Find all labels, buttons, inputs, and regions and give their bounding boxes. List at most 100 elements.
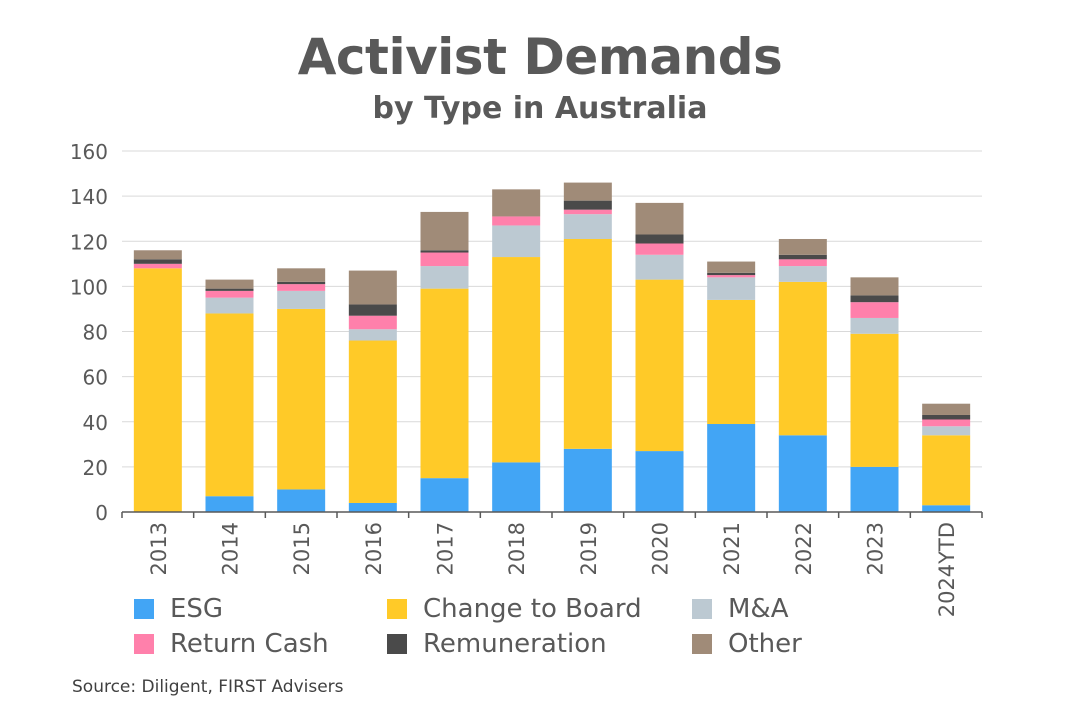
bar-segment-other <box>420 211 469 251</box>
bar-segment-return-cash <box>850 302 899 318</box>
x-tick-label: 2016 <box>362 522 386 575</box>
bar-segment-other <box>922 403 971 415</box>
x-tick-label: 2023 <box>864 522 888 575</box>
bar-segment-esg <box>778 435 827 512</box>
legend-label: Remuneration <box>423 629 607 659</box>
x-tick-label: 2021 <box>720 522 744 575</box>
bar-segment-return-cash <box>635 243 684 255</box>
legend-swatch <box>692 634 712 654</box>
legend-label: Change to Board <box>423 594 642 624</box>
bar-segment-remuneration <box>850 295 899 303</box>
y-tick-label: 40 <box>83 411 108 435</box>
y-tick-label: 100 <box>70 275 108 299</box>
bar-segment-return-cash <box>420 252 469 267</box>
bar-segment-other <box>563 182 612 201</box>
legend-label: ESG <box>170 594 224 624</box>
legend-item: ESG <box>134 594 223 624</box>
bar-segment-esg <box>348 502 397 512</box>
bar-segment-other <box>492 189 541 217</box>
bar-segment-remuneration <box>707 272 756 276</box>
bar-segment-esg <box>707 424 756 512</box>
bar-segment-change-to-board <box>778 281 827 436</box>
bar-segment-esg <box>492 462 541 512</box>
bar-segment-esg <box>563 448 612 512</box>
x-tick-label: 2018 <box>505 522 529 575</box>
bar-segment-remuneration <box>635 234 684 244</box>
legend-swatch <box>134 599 154 619</box>
bar-segment-m-a <box>563 214 612 239</box>
y-tick-label: 80 <box>83 321 108 345</box>
bar-segment-esg <box>205 496 254 512</box>
legend-label: M&A <box>728 594 789 624</box>
bar-segment-return-cash <box>563 209 612 215</box>
bar-segment-esg <box>922 505 971 512</box>
bar-segment-m-a <box>707 277 756 300</box>
bar-segment-esg <box>850 466 899 512</box>
bar-segment-change-to-board <box>635 279 684 452</box>
legend-swatch <box>387 634 407 654</box>
bar-segment-return-cash <box>922 419 971 427</box>
y-tick-label: 60 <box>83 366 108 390</box>
bar-segment-m-a <box>492 225 541 258</box>
legend-item: Remuneration <box>387 629 607 659</box>
y-tick-label: 120 <box>70 230 108 254</box>
bar-segment-return-cash <box>133 263 182 269</box>
bar-segment-remuneration <box>778 254 827 260</box>
legend-swatch <box>692 599 712 619</box>
bar-segment-return-cash <box>205 290 254 298</box>
legend-item: M&A <box>692 594 789 624</box>
chart-subtitle: by Type in Australia <box>372 91 708 126</box>
bar-segment-esg <box>635 451 684 512</box>
y-tick-label: 20 <box>83 456 108 480</box>
x-tick-label: 2015 <box>290 522 314 575</box>
bar-segment-remuneration <box>420 250 469 253</box>
y-tick-label: 140 <box>70 185 108 209</box>
legend-label: Other <box>728 629 802 659</box>
bar-segment-m-a <box>778 266 827 282</box>
bar-segment-change-to-board <box>850 333 899 467</box>
x-tick-label: 2022 <box>792 522 816 575</box>
bar-segment-other <box>635 202 684 235</box>
y-tick-label: 160 <box>70 140 108 164</box>
bar-segment-other <box>133 250 182 260</box>
bar-segment-m-a <box>635 254 684 280</box>
bar-segment-remuneration <box>922 414 971 420</box>
chart-legend: ESG Change to Board M&A Return Cash Remunera… <box>134 594 854 666</box>
bar-segment-other <box>277 268 326 282</box>
bar-segment-m-a <box>420 266 469 289</box>
bar-segment-m-a <box>205 297 254 314</box>
bar-segment-m-a <box>277 290 326 309</box>
bar-segment-return-cash <box>707 275 756 278</box>
source-note: Source: Diligent, FIRST Advisers <box>72 677 344 697</box>
bar-segment-return-cash <box>778 259 827 267</box>
bar-segment-change-to-board <box>277 308 326 490</box>
x-tick-label: 2024YTD <box>935 522 959 617</box>
x-tick-label: 2019 <box>577 522 601 575</box>
bar-segment-return-cash <box>492 216 541 226</box>
y-tick-label: 0 <box>95 501 108 525</box>
bar-segment-m-a <box>850 317 899 334</box>
bar-segment-m-a <box>922 426 971 436</box>
bar-segment-change-to-board <box>922 435 971 506</box>
bar-segment-change-to-board <box>492 257 541 463</box>
legend-swatch <box>134 634 154 654</box>
bar-segment-remuneration <box>133 259 182 264</box>
chart-title: Activist Demands <box>297 28 783 86</box>
bar-segment-change-to-board <box>563 238 612 449</box>
legend-item: Other <box>692 629 802 659</box>
bar-segment-esg <box>277 489 326 512</box>
bar-segment-remuneration <box>348 304 397 316</box>
legend-item: Return Cash <box>134 629 329 659</box>
bar-segment-other <box>778 238 827 255</box>
bar-segment-change-to-board <box>205 313 254 497</box>
bar-segment-other <box>707 261 756 273</box>
bar-segment-remuneration <box>205 288 254 291</box>
bar-segment-change-to-board <box>133 268 182 512</box>
x-tick-label: 2014 <box>219 522 243 575</box>
legend-item: Change to Board <box>387 594 642 624</box>
bar-segment-return-cash <box>348 315 397 330</box>
x-tick-label: 2017 <box>434 522 458 575</box>
bar-segment-m-a <box>348 329 397 341</box>
x-tick-label: 2013 <box>147 522 171 575</box>
